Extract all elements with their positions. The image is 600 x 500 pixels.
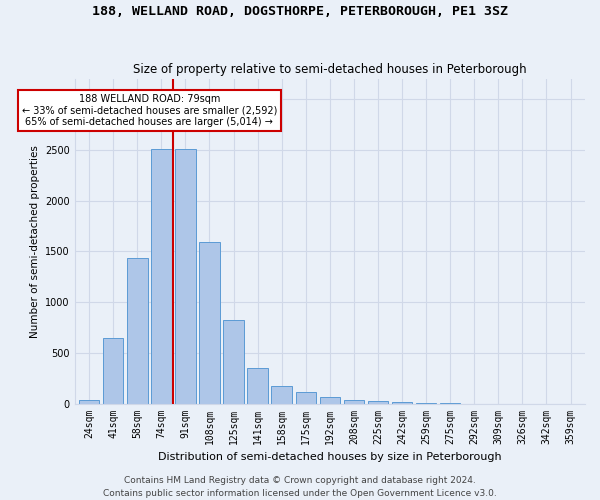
- Bar: [151, 148, 172, 404]
- Text: Contains HM Land Registry data © Crown copyright and database right 2024.
Contai: Contains HM Land Registry data © Crown c…: [103, 476, 497, 498]
- Title: Size of property relative to semi-detached houses in Peterborough: Size of property relative to semi-detach…: [133, 63, 527, 76]
- Bar: [344, 400, 364, 404]
- Bar: [416, 402, 436, 404]
- Bar: [296, 392, 316, 404]
- X-axis label: Distribution of semi-detached houses by size in Peterborough: Distribution of semi-detached houses by …: [158, 452, 502, 462]
- Bar: [223, 320, 244, 404]
- Bar: [199, 242, 220, 404]
- Bar: [320, 398, 340, 404]
- Y-axis label: Number of semi-detached properties: Number of semi-detached properties: [29, 145, 40, 338]
- Bar: [247, 368, 268, 404]
- Bar: [440, 403, 460, 404]
- Bar: [392, 402, 412, 404]
- Bar: [271, 386, 292, 404]
- Bar: [127, 258, 148, 404]
- Bar: [368, 401, 388, 404]
- Bar: [103, 338, 124, 404]
- Bar: [175, 148, 196, 404]
- Bar: [79, 400, 100, 404]
- Text: 188, WELLAND ROAD, DOGSTHORPE, PETERBOROUGH, PE1 3SZ: 188, WELLAND ROAD, DOGSTHORPE, PETERBORO…: [92, 5, 508, 18]
- Text: 188 WELLAND ROAD: 79sqm
← 33% of semi-detached houses are smaller (2,592)
65% of: 188 WELLAND ROAD: 79sqm ← 33% of semi-de…: [22, 94, 277, 127]
